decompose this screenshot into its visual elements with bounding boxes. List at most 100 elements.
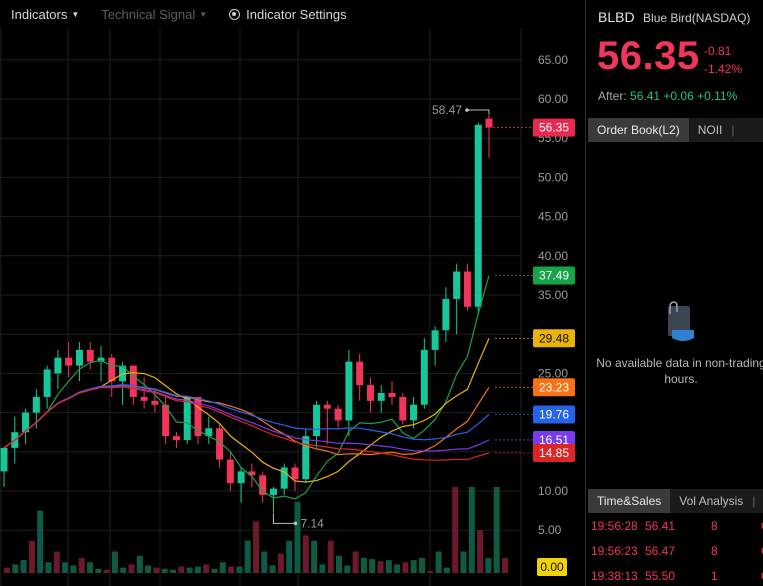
technical-signal-dropdown[interactable]: Technical Signal ▼ bbox=[90, 7, 218, 22]
ma-value-badge bbox=[533, 266, 575, 285]
volume-bar bbox=[103, 569, 110, 573]
high-annotation-dot bbox=[465, 108, 469, 112]
volume-bar bbox=[128, 564, 135, 573]
time-sales-tabs: Time&Sales Vol Analysis | bbox=[588, 489, 763, 513]
moving-average-line bbox=[3, 383, 490, 449]
volume-bar bbox=[95, 568, 102, 573]
low-annotation-line bbox=[272, 513, 296, 524]
candle-body bbox=[356, 361, 364, 386]
volume-bar bbox=[261, 551, 268, 573]
candle-body bbox=[54, 357, 62, 374]
price-chart[interactable]: 65.0060.0055.0050.0045.0040.0035.0030.00… bbox=[0, 28, 585, 586]
candle-body bbox=[151, 400, 159, 405]
indicator-settings-button[interactable]: Indicator Settings bbox=[218, 7, 357, 22]
tab-vol-analysis[interactable]: Vol Analysis bbox=[679, 494, 744, 508]
volume-bar bbox=[228, 566, 235, 573]
indicator-settings-label: Indicator Settings bbox=[246, 6, 347, 22]
volume-bar bbox=[319, 564, 326, 573]
tab-time-sales[interactable]: Time&Sales bbox=[588, 489, 671, 513]
low-annotation-dot bbox=[293, 521, 298, 526]
volume-bar bbox=[493, 487, 500, 573]
indicators-label: Indicators bbox=[11, 6, 68, 22]
volume-bar bbox=[37, 510, 44, 573]
trade-price: 55.50 bbox=[645, 569, 676, 583]
volume-bar bbox=[170, 569, 176, 573]
candle-body bbox=[410, 404, 418, 421]
candlestick-chart[interactable]: 65.0060.0055.0050.0045.0040.0035.0030.00… bbox=[0, 28, 585, 586]
candle-body bbox=[334, 408, 342, 421]
indicators-dropdown[interactable]: Indicators ▼ bbox=[0, 7, 90, 22]
volume-bar bbox=[502, 557, 508, 573]
trade-flag: O bbox=[761, 569, 763, 583]
volume-bar bbox=[12, 564, 19, 573]
after-change-pct: +0.11% bbox=[697, 89, 738, 103]
volume-bar bbox=[62, 562, 69, 573]
volume-bar bbox=[194, 566, 201, 573]
volume-bar bbox=[294, 502, 301, 573]
trade-flag: O bbox=[761, 519, 763, 533]
ma-value-badge bbox=[533, 329, 575, 348]
high-annotation-label: 58.47 bbox=[432, 103, 462, 117]
volume-bar bbox=[78, 557, 85, 573]
volume-bar bbox=[311, 540, 318, 573]
tab-divider: | bbox=[731, 123, 735, 137]
ma-value-label: 16.51 bbox=[539, 433, 569, 447]
empty-document-icon bbox=[664, 300, 698, 344]
volume-bar bbox=[286, 540, 293, 573]
volume-bar bbox=[45, 562, 52, 573]
trade-row: 19:38:13 55.50 1 O bbox=[591, 569, 763, 583]
y-axis-tick-label: 10.00 bbox=[538, 484, 568, 498]
current-price-badge bbox=[533, 118, 575, 137]
candle-body bbox=[269, 488, 277, 495]
volume-bar bbox=[485, 557, 492, 573]
candle-body bbox=[226, 459, 234, 484]
candle-body bbox=[43, 369, 51, 397]
change-percent: -1.42% bbox=[704, 62, 743, 76]
volume-bar bbox=[460, 551, 467, 573]
after-change: +0.06 bbox=[663, 89, 694, 103]
after-hours-quote: After: 56.41 +0.06 +0.11% bbox=[598, 89, 737, 103]
volume-bar bbox=[360, 557, 367, 573]
ma-value-badge bbox=[533, 378, 575, 397]
volume-bar bbox=[178, 566, 185, 573]
candle-body bbox=[388, 393, 396, 397]
candle-body bbox=[32, 396, 40, 413]
candle-body bbox=[442, 298, 450, 331]
volume-bar bbox=[344, 565, 351, 573]
candle-body bbox=[474, 124, 482, 307]
y-axis-tick-label: 65.00 bbox=[538, 53, 568, 67]
volume-bar bbox=[161, 568, 168, 573]
candle-body bbox=[323, 404, 331, 409]
moving-average-line bbox=[3, 275, 490, 500]
tab-noii[interactable]: NOII bbox=[697, 123, 723, 137]
tab-order-book[interactable]: Order Book(L2) bbox=[588, 118, 689, 142]
volume-bar bbox=[385, 560, 392, 573]
candle-body bbox=[399, 396, 407, 421]
trade-row: 19:56:28 56.41 8 O bbox=[591, 519, 763, 533]
volume-bar bbox=[336, 555, 342, 573]
candle-body bbox=[366, 385, 374, 401]
tab-divider: | bbox=[752, 494, 756, 508]
volume-bar bbox=[236, 566, 243, 573]
caret-down-icon: ▼ bbox=[199, 9, 208, 19]
volume-bar bbox=[87, 562, 93, 573]
candle-body bbox=[259, 475, 267, 495]
volume-bar bbox=[244, 540, 251, 573]
volume-bar bbox=[219, 562, 226, 573]
after-price: 56.41 bbox=[630, 89, 661, 103]
volume-bar bbox=[419, 557, 425, 573]
volume-bar bbox=[53, 551, 60, 573]
candle-body bbox=[313, 404, 321, 437]
volume-bar bbox=[269, 565, 276, 573]
volume-bar bbox=[443, 567, 450, 573]
candle-body bbox=[485, 118, 493, 128]
y-axis-tick-label: 45.00 bbox=[538, 210, 568, 224]
volume-bar bbox=[327, 540, 334, 573]
candle-body bbox=[431, 330, 439, 350]
ma-value-label: 29.48 bbox=[539, 331, 569, 345]
volume-bar bbox=[145, 565, 152, 573]
volume-bar bbox=[20, 560, 27, 573]
volume-bar bbox=[120, 567, 127, 573]
candle-body bbox=[216, 428, 224, 460]
volume-bar bbox=[211, 568, 218, 573]
